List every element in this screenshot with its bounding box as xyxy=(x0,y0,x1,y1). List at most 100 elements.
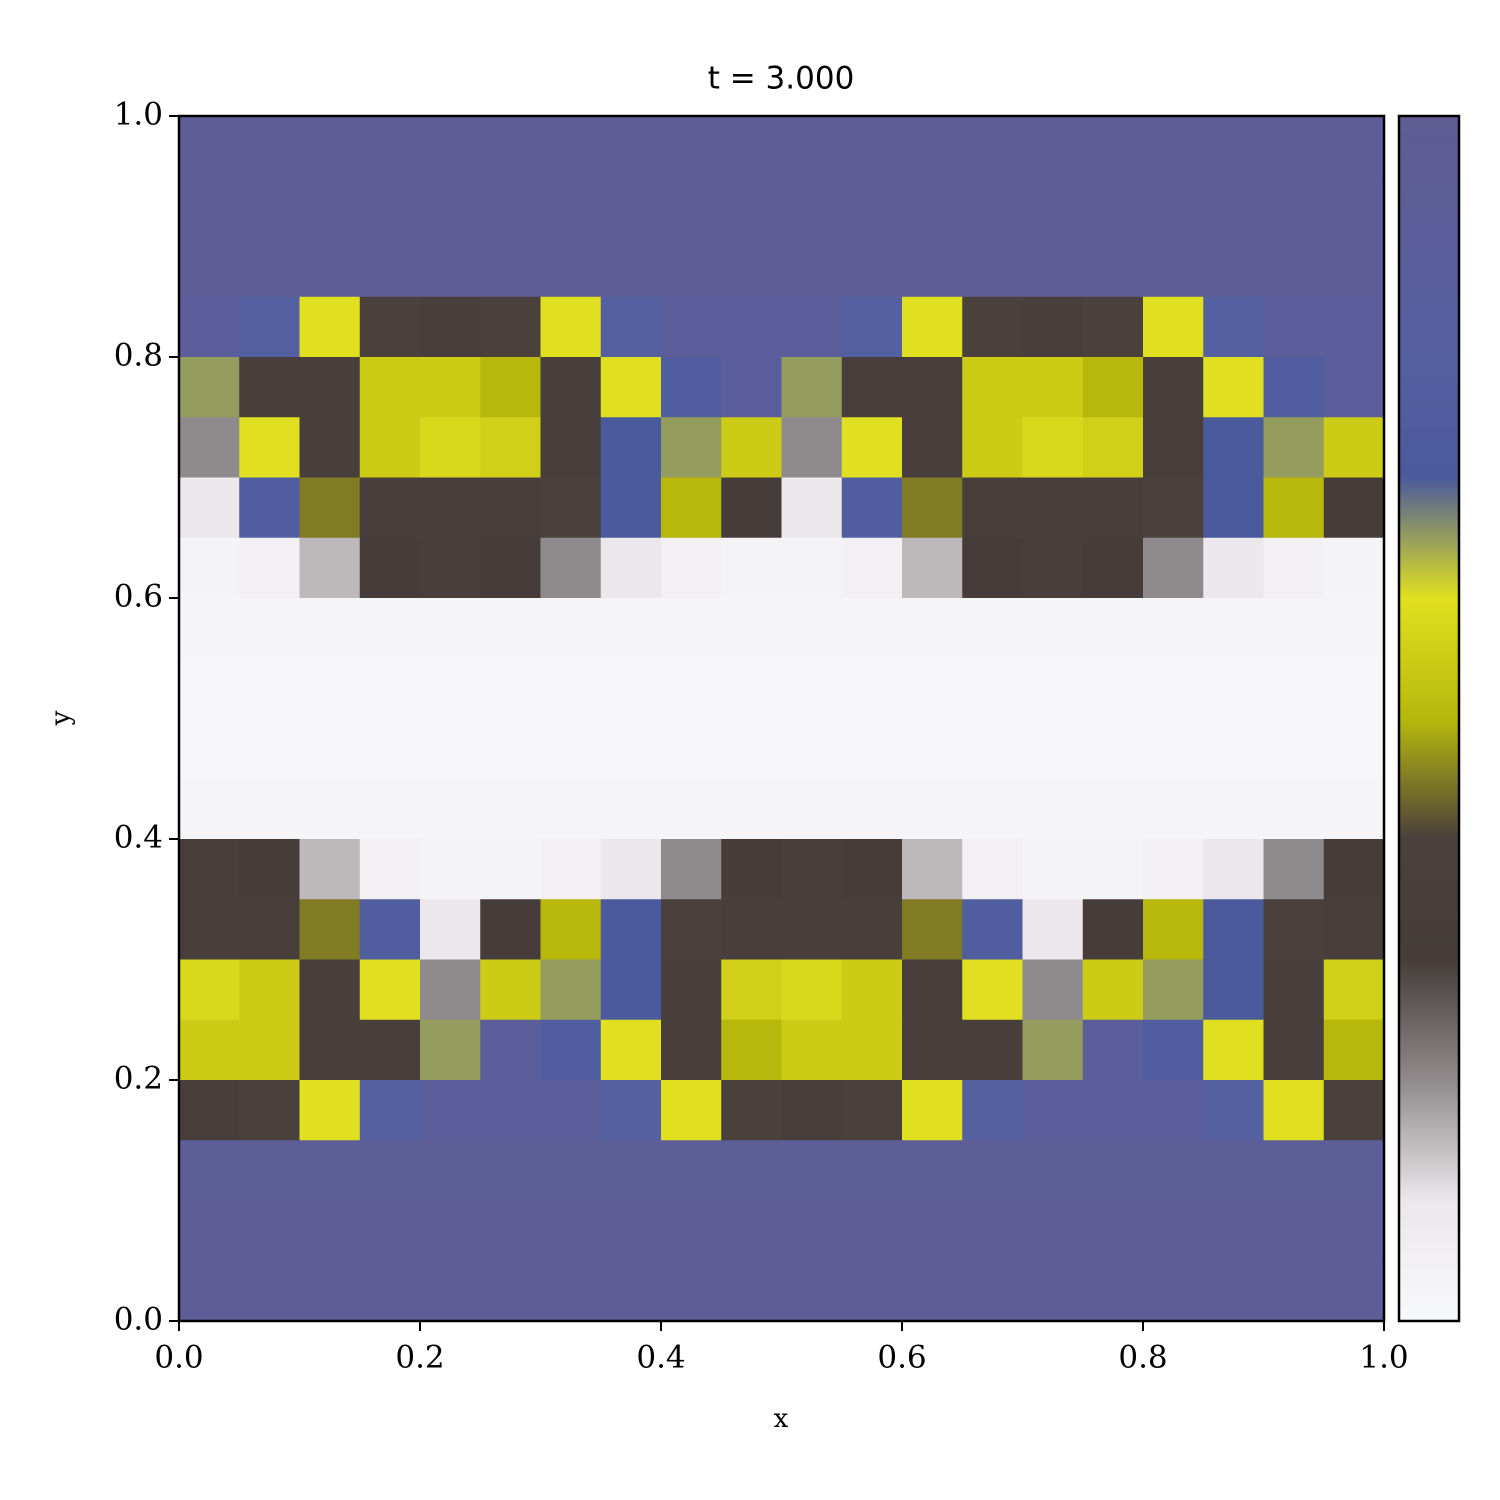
heatmap-cell xyxy=(1203,839,1265,900)
y-tick-label: 0.0 xyxy=(114,1302,163,1338)
heatmap-cell xyxy=(902,658,963,720)
heatmap-cell xyxy=(420,658,481,720)
heatmap-cell xyxy=(1082,417,1144,479)
heatmap-cell xyxy=(420,116,481,177)
heatmap-cell xyxy=(359,959,421,1021)
heatmap-cell xyxy=(1263,417,1325,479)
heatmap-cell xyxy=(359,357,421,418)
heatmap-cell xyxy=(540,537,602,599)
heatmap-cell xyxy=(540,1260,602,1322)
heatmap-cell xyxy=(299,296,361,358)
heatmap-cell xyxy=(179,176,240,238)
heatmap-cell xyxy=(1203,1200,1265,1262)
heatmap-cell xyxy=(600,176,662,238)
heatmap-cell xyxy=(600,899,662,961)
heatmap-cell xyxy=(962,899,1024,961)
heatmap-cell xyxy=(1203,598,1265,659)
heatmap-cell xyxy=(480,1080,542,1141)
heatmap-cell xyxy=(1022,778,1084,840)
heatmap-cell xyxy=(1263,598,1325,659)
heatmap-cell xyxy=(1263,778,1325,840)
heatmap-cell xyxy=(1263,1019,1325,1081)
heatmap-cell xyxy=(1323,718,1385,780)
heatmap-cell xyxy=(600,658,662,720)
heatmap-cell xyxy=(299,357,361,418)
heatmap-cell xyxy=(902,598,963,659)
x-tick-label: 0.0 xyxy=(154,1340,203,1376)
heatmap-cell xyxy=(239,1019,301,1081)
heatmap-cell xyxy=(480,176,542,238)
heatmap-cell xyxy=(1022,357,1084,418)
heatmap-cell xyxy=(540,658,602,720)
heatmap-cell xyxy=(902,718,963,780)
heatmap-cell xyxy=(1263,116,1325,177)
heatmap-cell xyxy=(179,959,240,1021)
heatmap-cell xyxy=(239,658,301,720)
heatmap-cell xyxy=(480,477,542,539)
heatmap-cell xyxy=(540,778,602,840)
heatmap-cell xyxy=(781,296,843,358)
heatmap-cell xyxy=(841,357,903,418)
heatmap-cell xyxy=(902,357,963,418)
heatmap-cell xyxy=(600,296,662,358)
heatmap-cell xyxy=(902,1019,963,1081)
heatmap-cell xyxy=(1203,236,1265,298)
heatmap-cell xyxy=(420,417,481,479)
heatmap-cell xyxy=(480,959,542,1021)
heatmap-cell xyxy=(1082,1019,1144,1081)
heatmap-cell xyxy=(781,477,843,539)
heatmap-cell xyxy=(841,899,903,961)
heatmap-cell xyxy=(721,236,783,298)
heatmap-cell xyxy=(179,718,240,780)
heatmap-cell xyxy=(480,899,542,961)
heatmap-cell xyxy=(781,1260,843,1322)
heatmap-cell xyxy=(721,658,783,720)
heatmap-cell xyxy=(540,1019,602,1081)
heatmap-cell xyxy=(781,176,843,238)
heatmap-cell xyxy=(600,959,662,1021)
heatmap-cell xyxy=(721,296,783,358)
heatmap-cell xyxy=(1082,296,1144,358)
heatmap-cell xyxy=(1143,1080,1204,1141)
heatmap-cell xyxy=(239,778,301,840)
heatmap-cell xyxy=(420,537,481,599)
heatmap-cell xyxy=(962,778,1024,840)
heatmap-cell xyxy=(1082,116,1144,177)
heatmap-cell xyxy=(299,1200,361,1262)
heatmap-cell xyxy=(420,357,481,418)
heatmap-cell xyxy=(1143,1200,1204,1262)
heatmap-cell xyxy=(239,477,301,539)
heatmap-cell xyxy=(359,839,421,900)
heatmap-cell xyxy=(1323,1080,1385,1141)
heatmap-cell xyxy=(299,778,361,840)
heatmap-cell xyxy=(962,1080,1024,1141)
heatmap-cell xyxy=(420,176,481,238)
heatmap-cell xyxy=(902,296,963,358)
heatmap-cell xyxy=(179,477,240,539)
heatmap-cell xyxy=(902,417,963,479)
heatmap-cell xyxy=(1143,718,1204,780)
heatmap-cell xyxy=(661,477,722,539)
heatmap-cell xyxy=(299,839,361,900)
heatmap-cell xyxy=(179,899,240,961)
heatmap-cell xyxy=(1203,296,1265,358)
colorbar xyxy=(1397,114,1461,1323)
heatmap-cell xyxy=(179,1140,240,1202)
heatmap-cell xyxy=(1143,417,1204,479)
heatmap-cell xyxy=(480,537,542,599)
heatmap-cell xyxy=(480,778,542,840)
heatmap-cell xyxy=(1022,899,1084,961)
heatmap-cell xyxy=(1263,176,1325,238)
heatmap-cell xyxy=(239,417,301,479)
heatmap-cell xyxy=(239,959,301,1021)
heatmap-cell xyxy=(1203,537,1265,599)
heatmap-cell xyxy=(1203,1260,1265,1322)
heatmap-cell xyxy=(721,537,783,599)
heatmap-cell xyxy=(359,899,421,961)
heatmap-cell xyxy=(1263,1140,1325,1202)
heatmap-cell xyxy=(781,236,843,298)
heatmap-cell xyxy=(600,537,662,599)
heatmap-cell xyxy=(1203,1019,1265,1081)
heatmap-cell xyxy=(540,1140,602,1202)
